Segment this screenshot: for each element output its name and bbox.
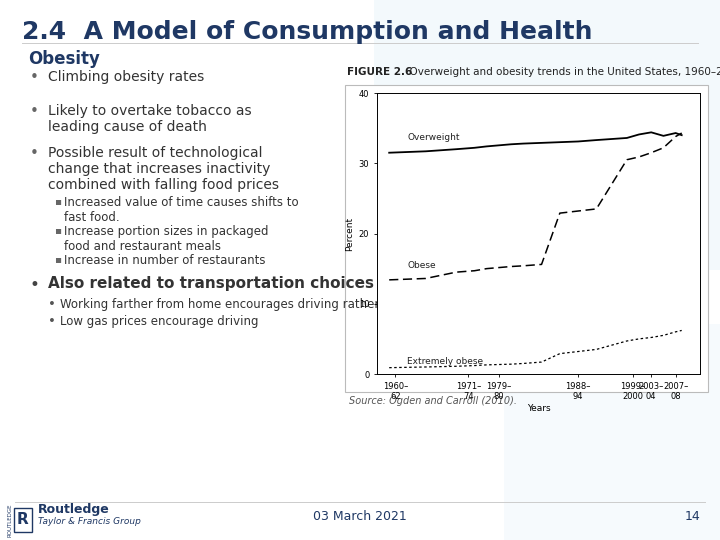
Text: Likely to overtake tobacco as
leading cause of death: Likely to overtake tobacco as leading ca… (48, 104, 251, 134)
Text: Extremely obese: Extremely obese (408, 356, 484, 366)
Y-axis label: Percent: Percent (346, 217, 354, 251)
Text: ▪: ▪ (54, 225, 61, 235)
Text: Overweight: Overweight (408, 133, 460, 142)
Text: Possible result of technological
change that increases inactivity
combined with : Possible result of technological change … (48, 146, 279, 192)
Text: Obesity: Obesity (28, 50, 100, 68)
Text: •: • (30, 276, 40, 294)
Text: •: • (30, 70, 39, 85)
Text: Climbing obesity rates: Climbing obesity rates (48, 70, 204, 84)
Text: 03 March 2021: 03 March 2021 (313, 510, 407, 523)
Text: Working farther from home encourages driving rather than walking: Working farther from home encourages dri… (60, 298, 459, 311)
Text: Increase portion sizes in packaged
food and restaurant meals: Increase portion sizes in packaged food … (64, 225, 269, 253)
Text: Low gas prices encourage driving: Low gas prices encourage driving (60, 315, 258, 328)
Text: Taylor & Francis Group: Taylor & Francis Group (38, 516, 141, 525)
Text: R: R (17, 512, 29, 528)
Text: ▪: ▪ (54, 196, 61, 206)
Text: •: • (30, 104, 39, 119)
Bar (345, 85, 708, 392)
Text: Source: Ogden and Carroll (2010).: Source: Ogden and Carroll (2010). (349, 396, 517, 406)
Text: Increased value of time causes shifts to
fast food.: Increased value of time causes shifts to… (64, 196, 299, 224)
Bar (14, 508, 32, 532)
Text: 2.4  A Model of Consumption and Health: 2.4 A Model of Consumption and Health (22, 20, 593, 44)
Text: 14: 14 (684, 510, 700, 523)
Text: ▪: ▪ (54, 254, 61, 264)
Text: ROUTLEDGE: ROUTLEDGE (7, 503, 12, 537)
X-axis label: Years: Years (527, 404, 550, 413)
Text: •: • (48, 315, 56, 328)
Text: Also related to transportation choices: Also related to transportation choices (48, 276, 374, 291)
Text: Obese: Obese (408, 261, 436, 270)
Text: FIGURE 2.6: FIGURE 2.6 (347, 67, 413, 77)
Text: Routledge: Routledge (38, 503, 109, 516)
Text: Increase in number of restaurants: Increase in number of restaurants (64, 254, 266, 267)
Text: •: • (30, 146, 39, 161)
Text: •: • (48, 298, 56, 311)
Text: Overweight and obesity trends in the United States, 1960–2008.: Overweight and obesity trends in the Uni… (403, 67, 720, 77)
